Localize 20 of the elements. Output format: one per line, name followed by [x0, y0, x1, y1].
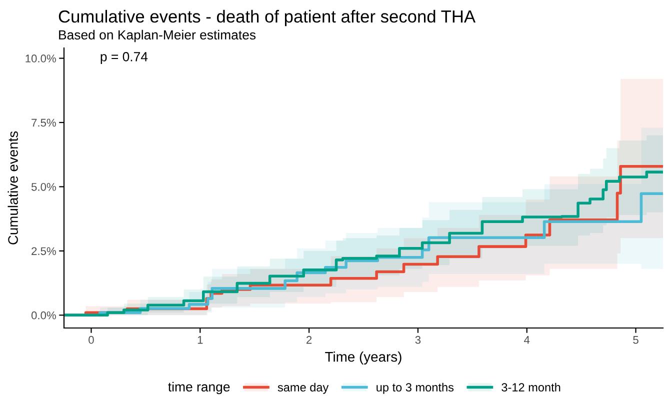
legend-title: time range — [168, 382, 230, 394]
y-tick-label: 5.0% — [31, 182, 56, 191]
x-tick-label: 5 — [633, 336, 638, 344]
x-tick-label: 4 — [524, 336, 530, 344]
legend-label: same day — [278, 382, 329, 394]
y-tick-label: 10.0% — [26, 54, 56, 62]
y-axis-title: Cumulative events — [8, 131, 18, 244]
chart-title: Cumulative events - death of patient after second THA — [58, 10, 476, 26]
x-tick-label: 2 — [306, 336, 312, 344]
x-tick-label: 0 — [88, 336, 94, 344]
legend-label: 3-12 month — [502, 382, 560, 392]
x-tick-label: 1 — [198, 336, 203, 344]
y-tick-label: 2.5% — [32, 247, 56, 256]
legend-label: up to 3 months — [376, 382, 454, 394]
chart-subtitle: Based on Kaplan-Meier estimates — [59, 30, 256, 42]
y-tick-label: 7.5% — [32, 118, 56, 127]
x-axis-title: Time (years) — [325, 352, 402, 364]
annotation: p = 0.74 — [100, 52, 148, 64]
x-tick-label: 3 — [415, 336, 421, 344]
y-tick-label: 0.0% — [31, 311, 56, 320]
